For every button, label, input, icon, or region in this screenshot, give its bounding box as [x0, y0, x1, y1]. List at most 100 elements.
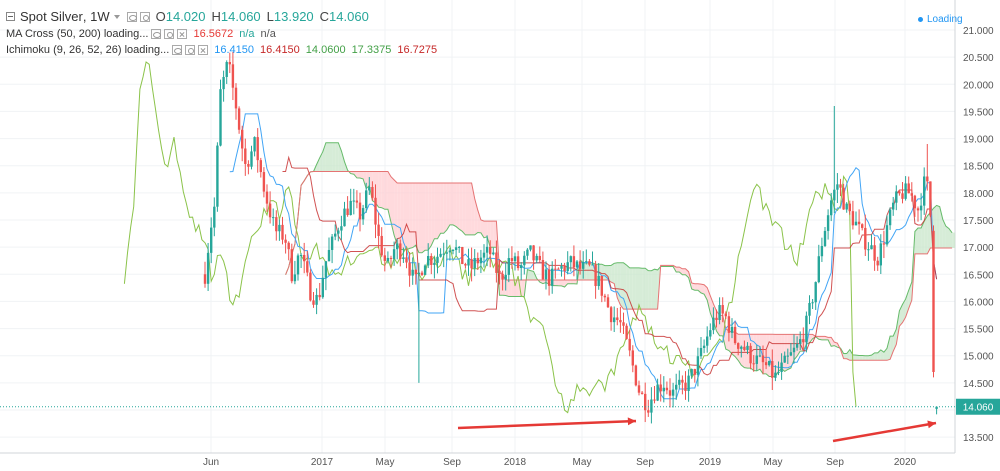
cloud-segment — [422, 183, 426, 253]
candles — [203, 51, 938, 424]
gear-icon[interactable] — [139, 11, 150, 22]
price-tick-label: 18.500 — [963, 162, 994, 173]
cloud-segment — [896, 310, 900, 345]
cloud-segment — [561, 279, 565, 288]
eye-icon[interactable] — [151, 29, 162, 39]
cloud-segment — [800, 334, 804, 352]
cloud-segment — [490, 221, 494, 248]
candle-body — [789, 352, 793, 356]
candle-body — [439, 253, 442, 257]
candle-body — [330, 236, 334, 250]
candle-body — [845, 203, 848, 210]
gear-icon[interactable] — [164, 29, 175, 39]
cloud-segment — [611, 263, 615, 284]
gear-icon[interactable] — [185, 45, 196, 55]
candle-body — [361, 208, 365, 220]
candle-body — [284, 239, 287, 243]
price-axis[interactable]: 13.50014.00014.50015.00015.50016.00016.5… — [956, 26, 1000, 444]
candle-body — [321, 277, 324, 298]
cloud-segment — [629, 267, 633, 310]
candle-body — [826, 215, 830, 231]
cloud-segment — [570, 279, 574, 284]
cloud-segment — [880, 349, 884, 361]
open-label: O — [155, 9, 166, 24]
candle-body — [371, 187, 374, 198]
ichimoku-label[interactable]: Ichimoku (9, 26, 52, 26) loading... — [6, 44, 170, 56]
cloud-segment — [713, 303, 717, 332]
candle-body — [523, 255, 526, 266]
candle-body — [792, 347, 796, 353]
time-tick-label: 2018 — [504, 457, 527, 468]
candle-body — [737, 343, 740, 349]
candle-body — [476, 258, 479, 264]
cloud-segment — [440, 183, 444, 234]
ma-cross-label[interactable]: MA Cross (50, 200) loading... — [6, 28, 149, 40]
price-tick-label: 19.500 — [963, 107, 994, 118]
cloud-segment — [443, 183, 447, 234]
chevron-down-icon[interactable] — [113, 14, 120, 19]
close-value: 14.060 — [329, 9, 369, 24]
cloud-segment — [942, 219, 946, 249]
candle-body — [811, 302, 814, 304]
cloud-segment — [728, 331, 732, 354]
cloud-segment — [437, 183, 441, 239]
price-tick-label: 16.000 — [963, 297, 994, 308]
candle-body — [777, 372, 780, 374]
candle-body — [768, 361, 771, 366]
low-label: L — [266, 9, 274, 24]
candle-body — [551, 268, 554, 286]
candle-body — [392, 249, 396, 260]
candle-body — [557, 268, 560, 270]
cloud-segment — [332, 142, 336, 172]
cloud-segment — [406, 183, 410, 250]
candle-body — [659, 384, 662, 392]
candle-body — [324, 261, 328, 278]
cloud-segment — [589, 262, 593, 280]
candle-body — [210, 227, 213, 253]
candle-body — [569, 256, 572, 263]
cloud-segment — [384, 171, 388, 210]
close-icon[interactable] — [177, 29, 188, 39]
candle-body — [265, 191, 269, 204]
candle-body — [904, 183, 907, 199]
candle-body — [334, 233, 337, 237]
candle-body — [495, 252, 498, 273]
candle-body — [820, 246, 824, 257]
cloud-segment — [846, 349, 850, 361]
time-tick-label: May — [573, 457, 592, 468]
eye-icon[interactable] — [172, 45, 183, 55]
candle-body — [647, 410, 650, 413]
candle-body — [709, 330, 712, 337]
candle-body — [842, 187, 845, 210]
candle-body — [405, 257, 408, 263]
cloud-segment — [356, 171, 360, 178]
candle-body — [588, 261, 591, 265]
cloud-segment — [403, 183, 407, 250]
candle-body — [538, 255, 541, 261]
candle-body — [278, 224, 281, 232]
symbol-name[interactable]: Spot Silver — [20, 9, 83, 24]
collapse-icon[interactable] — [6, 12, 15, 21]
cloud-segment — [425, 183, 429, 251]
cloud-segment — [558, 279, 562, 286]
candle-body — [882, 243, 886, 245]
cloud-segment — [567, 279, 571, 284]
candle-body — [244, 148, 247, 164]
time-axis[interactable]: Jun 2017 May Sep 2018 May Sep 2019 May Sep 2020 — [203, 457, 917, 468]
candle-body — [343, 208, 346, 227]
candle-body — [808, 302, 811, 316]
time-tick-label: 2019 — [699, 457, 722, 468]
price-tick-label: 13.500 — [963, 433, 994, 444]
cloud-segment — [387, 171, 391, 223]
arrow-current-head — [927, 420, 936, 429]
cloud-segment — [642, 268, 646, 310]
cloud-segment — [868, 355, 872, 361]
cloud-segment — [704, 284, 708, 301]
interval[interactable]: 1W — [90, 9, 110, 24]
candle-body — [461, 246, 464, 265]
eye-icon[interactable] — [126, 11, 137, 22]
cloud-segment — [856, 355, 860, 361]
close-icon[interactable] — [198, 45, 209, 55]
cloud-segment — [809, 334, 813, 343]
